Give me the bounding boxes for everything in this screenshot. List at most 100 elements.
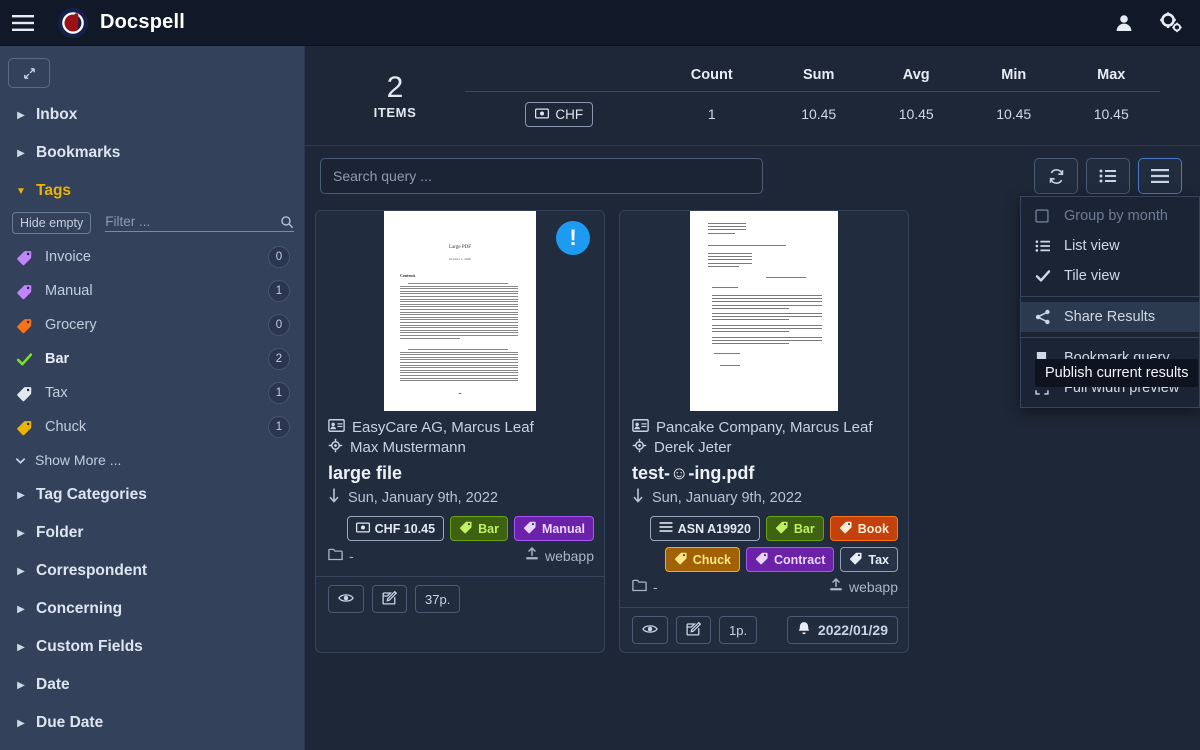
search-input[interactable] (320, 158, 763, 194)
sidebar-item-bookmarks[interactable]: ▶ Bookmarks (0, 134, 304, 172)
chip-bar[interactable]: Bar (765, 516, 824, 541)
sidebar-item-concerning[interactable]: ▶ Concerning (0, 590, 304, 628)
pencil-square-icon (686, 621, 702, 639)
bell-icon (797, 621, 811, 639)
document-preview[interactable] (620, 211, 908, 411)
menu-separator (1021, 296, 1199, 297)
refresh-button[interactable] (1034, 158, 1078, 194)
show-more-tags-button[interactable]: Show More ... (0, 444, 304, 476)
tag-item-manual[interactable]: Manual 1 (0, 274, 304, 308)
tag-count-badge: 0 (268, 246, 290, 268)
stats-header-avg: Avg (867, 62, 965, 92)
sidebar-item-label: Custom Fields (36, 638, 143, 655)
stats-header-sum: Sum (769, 62, 868, 92)
folder-label: - (349, 547, 354, 564)
brand[interactable]: Docspell (58, 7, 185, 38)
sidebar-item-date[interactable]: ▶ Date (0, 666, 304, 704)
list-options-button[interactable] (1086, 158, 1130, 194)
sidebar-item-source[interactable]: ▶Source (0, 742, 304, 750)
upload-icon (525, 546, 539, 564)
due-date-badge[interactable]: 2022/01/29 (786, 616, 898, 644)
tag-item-bar[interactable]: Bar 2 (0, 342, 304, 376)
stats-value: 10.45 (801, 106, 837, 122)
chip-book[interactable]: Book (829, 516, 898, 541)
tag-filter-input[interactable] (105, 214, 280, 229)
eye-icon (338, 592, 354, 607)
tag-count-badge: 1 (268, 416, 290, 438)
chip-bar[interactable]: Bar (450, 516, 508, 541)
preview-button[interactable] (632, 616, 668, 644)
tag-list: Invoice 0 Manual 1 Grocery 0 Bar 2 Tax 1 Chuck 1 (0, 240, 304, 444)
chevron-right-icon: ▶ (17, 147, 25, 159)
menu-item-group-by-month[interactable]: Group by month (1021, 201, 1199, 231)
gear-icon[interactable] (1150, 3, 1190, 43)
date-label: Sun, January 9th, 2022 (652, 490, 802, 506)
edit-button[interactable] (676, 616, 711, 644)
page-count[interactable]: 1p. (719, 616, 758, 644)
item-title[interactable]: large file (328, 463, 403, 483)
tag-icon (16, 385, 38, 402)
item-date: Sun, January 9th, 2022 (328, 488, 594, 508)
chip-asn[interactable]: ASN A19920 (649, 516, 760, 541)
sidebar-collapse-button[interactable] (8, 58, 50, 88)
chip-label: Book (857, 521, 889, 536)
document-preview[interactable]: Large PDF October 1, 2020 Contents! (316, 211, 604, 411)
sidebar-item-tags[interactable]: ▼ Tags (0, 172, 304, 210)
item-card-large-file[interactable]: Large PDF October 1, 2020 Contents! EasyCar… (315, 210, 605, 653)
edit-button[interactable] (372, 585, 407, 613)
chip-chf[interactable]: CHF 10.45 (346, 516, 445, 541)
sidebar-item-inbox[interactable]: ▶ Inbox (0, 96, 304, 134)
chip-contract[interactable]: Contract (745, 547, 835, 572)
card-footer-meta: - webapp (328, 541, 594, 570)
menu-item-tile-view[interactable]: Tile view (1021, 261, 1199, 291)
hide-empty-button[interactable]: Hide empty (12, 212, 92, 234)
page-count[interactable]: 37p. (415, 585, 461, 613)
tag-item-tax[interactable]: Tax 1 (0, 376, 304, 410)
tag-icon (674, 551, 688, 568)
sidebar-item-correspondent[interactable]: ▶ Correspondent (0, 552, 304, 590)
currency-chip[interactable]: CHF (525, 101, 594, 127)
tag-icon (16, 419, 38, 436)
items-summary: 2 ITEMS (325, 71, 465, 120)
tag-icon (459, 520, 473, 537)
tag-item-grocery[interactable]: Grocery 0 (0, 308, 304, 342)
menu-item-list-view[interactable]: List view (1021, 231, 1199, 261)
correspondent-label: EasyCare AG, Marcus Leaf (352, 419, 534, 436)
sidebar-item-label: Inbox (36, 106, 78, 123)
sidebar-item-folder[interactable]: ▶ Folder (0, 514, 304, 552)
tag-item-chuck[interactable]: Chuck 1 (0, 410, 304, 444)
item-card-test-ing[interactable]: Pancake Company, Marcus Leaf Derek Jeter t… (619, 210, 909, 653)
tag-item-invoice[interactable]: Invoice 0 (0, 240, 304, 274)
concerning-line: Derek Jeter (632, 438, 898, 457)
tag-icon (755, 551, 769, 568)
view-menu-button[interactable] (1138, 158, 1182, 194)
chip-label: CHF 10.45 (374, 521, 436, 536)
tag-icon (16, 317, 38, 334)
chip-chuck[interactable]: Chuck (664, 547, 740, 572)
exclamation-icon[interactable]: ! (556, 221, 590, 255)
sidebar-item-tag-categories[interactable]: ▶ Tag Categories (0, 476, 304, 514)
tag-count-badge: 1 (268, 382, 290, 404)
chip-manual[interactable]: Manual (513, 516, 594, 541)
items-label: ITEMS (373, 105, 417, 120)
menu-item-share-results[interactable]: Share Results (1021, 302, 1199, 332)
stats-corner (465, 62, 654, 92)
sidebar-item-label: Date (36, 676, 70, 693)
item-title[interactable]: test-☺-ing.pdf (632, 463, 755, 483)
chip-tax[interactable]: Tax (840, 547, 898, 572)
tag-icon (523, 520, 537, 537)
docspell-logo-icon (58, 7, 88, 38)
date-label: Sun, January 9th, 2022 (348, 490, 498, 506)
menu-toggle-button[interactable] (0, 0, 46, 46)
preview-button[interactable] (328, 585, 364, 613)
contact-card-icon (632, 419, 649, 436)
tag-icon (16, 283, 38, 300)
sidebar-item-due-date[interactable]: ▶ Due Date (0, 704, 304, 742)
user-icon[interactable] (1104, 3, 1144, 43)
app-title: Docspell (100, 11, 185, 33)
tag-label: Bar (45, 351, 70, 367)
stats-header-min: Min (964, 62, 1063, 92)
table-header-row: Count Sum Avg Min Max (465, 62, 1160, 92)
tag-icon (839, 520, 853, 537)
sidebar-item-custom-fields[interactable]: ▶ Custom Fields (0, 628, 304, 666)
